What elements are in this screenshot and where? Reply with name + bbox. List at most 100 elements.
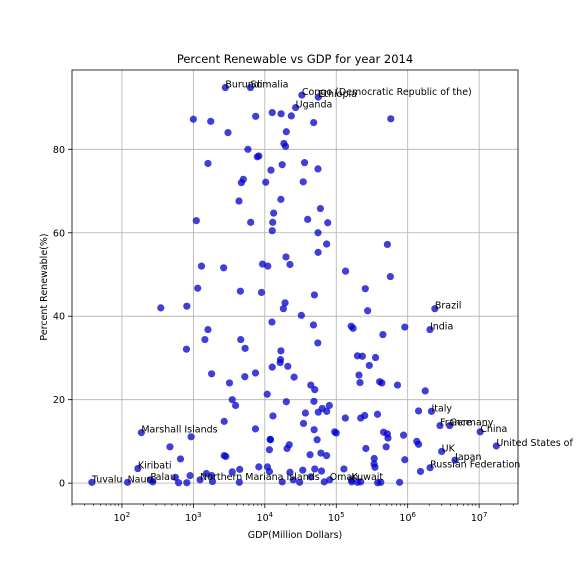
point-label: Brazil	[435, 301, 462, 312]
data-point	[281, 142, 290, 150]
data-point	[197, 262, 206, 270]
data-point	[268, 108, 276, 117]
data-point	[123, 478, 132, 486]
data-point	[373, 410, 382, 418]
data-point	[231, 401, 240, 410]
data-point	[324, 219, 332, 227]
y-axis-label: Percent Renewable(%)	[39, 233, 50, 340]
point-label: Russian Federation	[430, 460, 520, 471]
data-point	[387, 115, 395, 123]
data-point	[317, 449, 325, 457]
data-point	[279, 305, 287, 313]
data-point	[310, 426, 318, 434]
data-point	[371, 353, 380, 362]
data-point	[414, 440, 423, 448]
data-point	[296, 478, 304, 486]
data-point	[355, 371, 363, 379]
point-label: Oman	[330, 472, 359, 483]
chart-title: Percent Renewable vs GDP for year 2014	[177, 52, 413, 66]
data-point	[204, 159, 212, 168]
point-label: United States of America	[496, 438, 576, 449]
data-point	[241, 344, 249, 352]
data-point	[235, 478, 243, 486]
data-point	[270, 209, 278, 217]
data-point	[247, 218, 255, 226]
data-point	[298, 91, 306, 99]
data-point	[476, 428, 484, 436]
data-point	[244, 145, 252, 153]
data-point	[255, 463, 263, 471]
data-point	[492, 442, 500, 450]
data-point	[314, 248, 322, 256]
y-tick-label: 20	[53, 395, 65, 406]
data-point	[201, 335, 209, 344]
data-point	[292, 103, 300, 112]
point-label: Kuwait	[351, 472, 383, 483]
data-point	[297, 311, 305, 319]
point-label: Italy	[431, 403, 452, 414]
data-point	[378, 379, 386, 387]
data-point	[323, 240, 331, 248]
data-point	[314, 93, 322, 101]
data-point	[358, 352, 366, 360]
data-point	[314, 229, 322, 237]
data-point	[314, 165, 322, 173]
data-point	[189, 115, 197, 123]
y-tick-label: 40	[53, 312, 65, 323]
data-point	[393, 381, 402, 389]
data-point	[309, 321, 318, 329]
data-point	[382, 443, 390, 451]
data-point	[220, 264, 228, 272]
data-point	[255, 152, 263, 160]
data-point	[438, 447, 446, 456]
data-point	[137, 429, 145, 437]
data-point	[237, 179, 245, 187]
data-point	[290, 373, 298, 381]
data-point	[157, 304, 165, 312]
x-tick-label: 107	[471, 511, 488, 524]
point-label: Congo (Democratic Republic of the)	[302, 87, 472, 98]
data-point	[347, 476, 356, 484]
data-point	[426, 464, 434, 472]
data-point	[277, 347, 285, 355]
point-label: Uganda	[296, 100, 333, 111]
data-point	[341, 414, 349, 422]
x-tick-label: 103	[185, 511, 202, 524]
data-point	[361, 411, 369, 420]
data-point	[416, 467, 425, 476]
point-label: Nauru	[128, 474, 157, 485]
data-point	[313, 436, 321, 444]
y-axis-ticks: 0 20 40 60 80	[53, 145, 72, 490]
y-tick-label: 60	[53, 228, 65, 239]
data-point	[207, 117, 215, 125]
data-point	[370, 460, 378, 468]
grid	[72, 70, 518, 504]
data-point	[228, 468, 236, 476]
data-point	[317, 467, 326, 475]
data-point	[362, 444, 370, 453]
data-point	[222, 452, 230, 461]
data-point	[299, 466, 307, 474]
data-point	[282, 253, 290, 261]
data-point	[414, 407, 423, 415]
point-label: Germany	[450, 418, 494, 429]
data-point	[377, 478, 385, 486]
data-point	[208, 472, 216, 480]
data-point	[451, 456, 459, 464]
data-points	[88, 83, 500, 487]
data-point	[401, 323, 409, 331]
data-point	[306, 451, 314, 459]
data-point	[399, 431, 408, 439]
data-point	[251, 369, 260, 377]
data-point	[311, 386, 319, 394]
data-point	[282, 398, 290, 406]
data-point	[281, 299, 289, 307]
data-point	[383, 240, 392, 249]
data-point	[364, 307, 372, 315]
point-label: Ethiopia	[318, 89, 357, 100]
x-tick-label: 105	[328, 511, 345, 524]
data-point	[282, 128, 290, 136]
data-point	[340, 465, 348, 473]
